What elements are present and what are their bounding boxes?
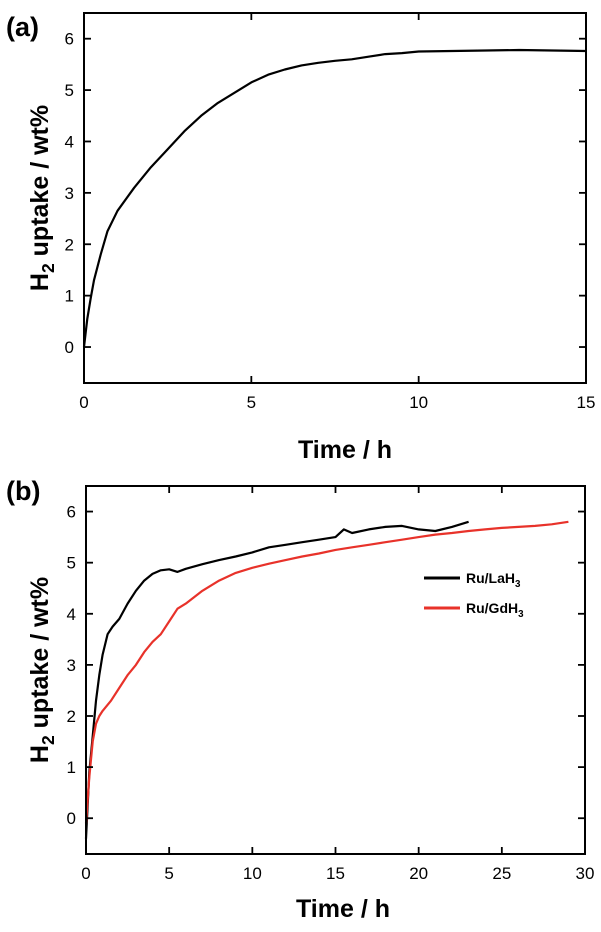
panel-b: (b) Time / h H2 uptake / wt% 0 5 10 15 20 25 3… [6,476,594,923]
y-tick-label: 5 [65,81,74,100]
y-tick-label: 3 [65,184,74,203]
panel-a-label: (a) [6,12,39,42]
series-line-1 [82,48,587,348]
y-tick-label: 1 [65,287,74,306]
legend-label-2: Ru/GdH3 [466,600,524,620]
y-tick-label: 4 [67,605,76,624]
x-tick-label: 20 [409,864,428,883]
series-line-2 [84,520,569,824]
y-tick-label: 6 [65,30,74,49]
panel-a-xlabel: Time / h [298,436,392,464]
x-tick-label: 15 [326,864,345,883]
y-tick-label: 1 [67,758,76,777]
x-tick-label: 10 [409,393,428,412]
y-tick-label: 3 [67,656,76,675]
panel-a: (a) Time / h H2 uptake / wt% 0 5 10 15 0 1 2 3 4… [6,12,595,464]
plot-frame [83,12,587,384]
panel-b-label: (b) [6,476,40,506]
y-tick-label: 4 [65,132,74,151]
x-tick-label: 0 [79,393,88,412]
x-tick-label: 10 [243,864,262,883]
y-tick-label: 2 [67,707,76,726]
x-tick-label: 5 [247,393,256,412]
x-tick-label: 30 [576,864,595,883]
series-line-1 [84,520,469,839]
x-tick-label: 25 [492,864,511,883]
panel-b-ylabel: H2 uptake / wt% [26,577,58,763]
y-tick-label: 6 [67,503,76,522]
x-tick-label: 15 [577,393,596,412]
y-tick-label: 2 [65,235,74,254]
panel-a-ylabel: H2 uptake / wt% [26,105,58,291]
y-tick-label: 0 [65,338,74,357]
y-tick-label: 5 [67,554,76,573]
x-tick-label: 0 [81,864,90,883]
legend-label-1: Ru/LaH3 [466,570,521,590]
y-tick-label: 0 [67,809,76,828]
x-tick-label: 5 [164,864,173,883]
plot-frame [85,485,586,855]
panel-b-xlabel: Time / h [296,895,390,923]
